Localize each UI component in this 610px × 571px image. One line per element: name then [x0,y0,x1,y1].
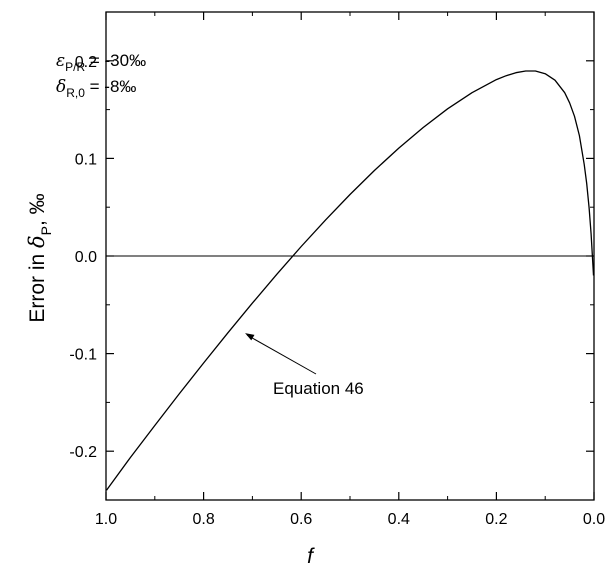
x-tick-label: 0.8 [192,511,214,528]
x-tick-label: 0.2 [485,511,507,528]
parameter-epsilon-symbol: ε [56,51,65,71]
parameter-delta: δR,0 = -8‰ [56,77,136,100]
y-tick-label: 0.2 [75,54,97,71]
annotation-arrowhead [245,333,255,341]
parameter-delta-symbol: δ [56,77,66,97]
y-tick-label: -0.2 [69,444,97,461]
y-axis-title-prefix: Error in [26,248,49,323]
parameter-labels: εP/R = -30‰ δR,0 = -8‰ [56,51,146,100]
y-axis-title: Error in δP, ‰ [25,193,54,322]
annotation-arrow-line [246,334,317,375]
y-tick-label: 0.1 [75,151,97,168]
x-axis: 1.0 0.8 0.6 0.4 0.2 0.0 [95,12,605,528]
parameter-epsilon-subscript: P/R [65,60,85,74]
x-tick-label: 0.6 [290,511,312,528]
parameter-epsilon: εP/R = -30‰ [56,51,146,74]
error-curve [105,70,595,491]
y-tick-label: 0.0 [75,249,97,266]
x-tick-label: 1.0 [95,511,117,528]
x-tick-label: 0.4 [388,511,410,528]
parameter-delta-value: = -8‰ [85,77,137,96]
x-tick-label: 0.0 [583,511,605,528]
annotation-equation-46: Equation 46 [273,379,364,398]
y-axis-title-symbol: δ [25,235,49,248]
y-axis: -0.2 -0.1 0.0 0.1 0.2 [69,11,594,501]
y-axis-title-suffix: , ‰ [26,193,49,226]
plot-area [105,11,595,501]
parameter-epsilon-value: = -30‰ [85,51,146,70]
parameter-delta-subscript: R,0 [66,86,85,100]
y-axis-title-subscript: P [38,226,54,235]
x-axis-title: f [307,545,315,568]
y-tick-label: -0.1 [69,347,97,364]
